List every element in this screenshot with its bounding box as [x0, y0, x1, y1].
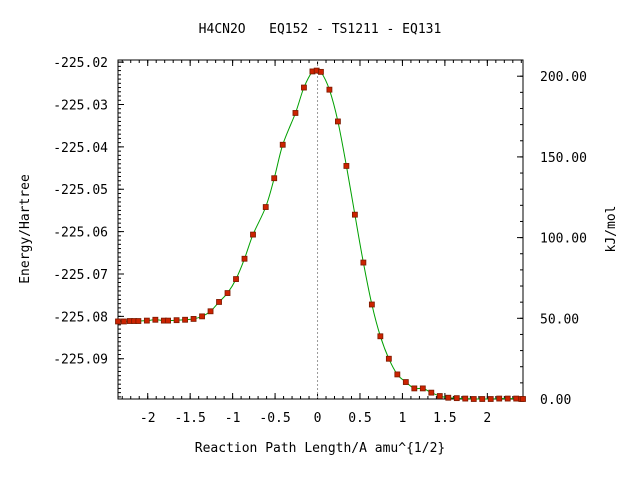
data-point	[250, 231, 256, 238]
data-point	[121, 318, 127, 325]
y2-tick-label: 100.00	[540, 232, 587, 247]
data-point	[479, 396, 486, 402]
y2-tick-label: 0.00	[540, 393, 571, 408]
data-point	[487, 396, 494, 402]
data-point	[436, 393, 443, 399]
plot-area	[115, 60, 526, 402]
data-point	[182, 316, 188, 323]
x-tick-label: -1.5	[175, 411, 206, 426]
data-point	[520, 396, 526, 402]
data-point	[115, 318, 121, 325]
data-point	[326, 86, 333, 93]
data-point	[360, 259, 367, 266]
data-point	[470, 396, 477, 402]
data-point	[428, 389, 435, 396]
data-point	[394, 371, 401, 378]
data-point	[445, 394, 452, 401]
x-tick-label: 1.5	[433, 411, 456, 426]
data-point	[385, 355, 392, 362]
data-point	[301, 84, 307, 91]
x-tick-label: 0.5	[348, 411, 371, 426]
data-point	[318, 68, 324, 75]
data-point	[504, 395, 511, 402]
y-tick-label: -225.09	[53, 353, 108, 368]
x-tick-label: 2	[483, 411, 491, 426]
data-point	[377, 333, 384, 340]
data-point	[368, 301, 375, 308]
y-tick-label: -225.05	[53, 183, 108, 198]
data-point	[402, 379, 409, 385]
x-tick-label: -0.5	[259, 411, 290, 426]
energy-curve	[118, 69, 524, 400]
data-point	[216, 299, 222, 305]
data-point	[496, 395, 503, 402]
x-tick-label: -1	[225, 411, 241, 426]
data-point	[224, 290, 231, 296]
x-axis-label: Reaction Path Length/A amu^{1/2}	[195, 441, 445, 456]
y2-tick-label: 50.00	[540, 312, 579, 327]
y2-tick-label: 150.00	[540, 151, 587, 166]
data-point	[279, 141, 286, 148]
y2-axis-label: kJ/mol	[604, 206, 619, 253]
y-tick-label: -225.02	[53, 56, 108, 71]
data-point	[241, 255, 248, 262]
x-tick-label: 1	[399, 411, 407, 426]
data-point	[233, 276, 239, 282]
plot-frame	[117, 59, 524, 400]
data-point	[165, 317, 171, 324]
data-point	[199, 313, 205, 320]
data-point	[351, 211, 358, 218]
data-point	[335, 118, 341, 125]
y-tick-label: -225.06	[53, 226, 108, 241]
axes: -2 -1.5 -1 -0.5 0 0.5 1 1.5 2 -225.02 -225.03 -225.…	[53, 56, 587, 426]
y-tick-label: -225.07	[53, 268, 108, 283]
y-tick-label: -225.04	[53, 141, 108, 156]
data-point	[207, 308, 214, 315]
data-point	[271, 175, 278, 182]
data-point	[513, 395, 520, 402]
data-point	[173, 317, 180, 324]
x-tick-label: 0	[314, 411, 322, 426]
data-point	[262, 204, 269, 210]
data-point	[453, 395, 460, 402]
y-axis-label: Energy/Hartree	[18, 174, 33, 284]
data-point	[190, 316, 197, 322]
y2-tick-label: 200.00	[540, 70, 587, 85]
data-point	[462, 395, 469, 402]
data-point	[343, 163, 350, 169]
data-point	[143, 317, 150, 324]
data-point	[152, 316, 159, 323]
y-tick-label: -225.03	[53, 98, 108, 113]
y-tick-label: -225.08	[53, 310, 108, 325]
data-point	[292, 110, 299, 116]
x-tick-label: -2	[140, 411, 156, 426]
data-point	[411, 385, 418, 392]
data-point	[419, 385, 426, 392]
chart-title: H4CN2O EQ152 - TS1211 - EQ131	[199, 22, 442, 37]
data-point	[135, 318, 142, 324]
